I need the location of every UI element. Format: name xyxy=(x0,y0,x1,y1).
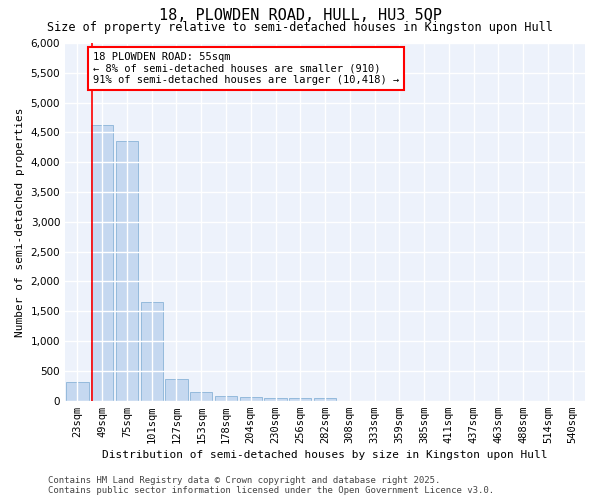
Bar xyxy=(66,382,89,400)
Text: 18, PLOWDEN ROAD, HULL, HU3 5QP: 18, PLOWDEN ROAD, HULL, HU3 5QP xyxy=(158,8,442,22)
Bar xyxy=(314,398,336,400)
Text: 18 PLOWDEN ROAD: 55sqm
← 8% of semi-detached houses are smaller (910)
91% of sem: 18 PLOWDEN ROAD: 55sqm ← 8% of semi-deta… xyxy=(93,52,399,85)
Bar xyxy=(140,302,163,400)
Bar xyxy=(190,392,212,400)
Bar xyxy=(166,378,188,400)
Bar xyxy=(265,398,287,400)
Text: Size of property relative to semi-detached houses in Kingston upon Hull: Size of property relative to semi-detach… xyxy=(47,21,553,34)
Text: Contains HM Land Registry data © Crown copyright and database right 2025.
Contai: Contains HM Land Registry data © Crown c… xyxy=(48,476,494,495)
X-axis label: Distribution of semi-detached houses by size in Kingston upon Hull: Distribution of semi-detached houses by … xyxy=(102,450,548,460)
Bar xyxy=(116,141,138,401)
Y-axis label: Number of semi-detached properties: Number of semi-detached properties xyxy=(15,107,25,336)
Bar xyxy=(91,126,113,400)
Bar xyxy=(215,396,237,400)
Bar xyxy=(289,398,311,400)
Bar xyxy=(239,397,262,400)
